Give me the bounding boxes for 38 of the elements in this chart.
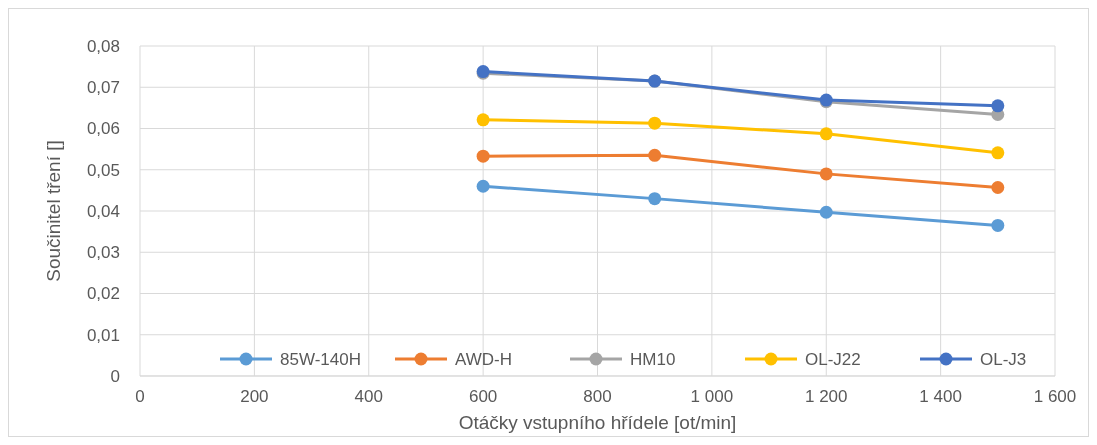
point — [476, 113, 490, 127]
x-axis-title: Otáčky vstupního hřídele [ot/min] — [458, 412, 737, 433]
x-tick-label: 200 — [240, 387, 269, 406]
y-tick-label: 0,02 — [86, 284, 120, 304]
point — [991, 99, 1005, 113]
point — [648, 148, 662, 162]
point — [991, 146, 1005, 160]
x-tick-label: 1 600 — [1033, 387, 1077, 406]
y-tick-label: 0,03 — [86, 243, 120, 263]
point — [991, 180, 1005, 194]
point — [648, 192, 662, 206]
legend-label: 85W-140H — [280, 349, 361, 369]
x-tick-label: 0 — [135, 387, 145, 406]
legend-label: OL-J22 — [805, 349, 861, 369]
y-tick-label: 0,04 — [86, 201, 120, 221]
point — [819, 205, 833, 219]
point — [648, 116, 662, 130]
y-axis-title: Součinitel tření [] — [43, 140, 64, 282]
y-tick-label: 0,05 — [86, 160, 120, 180]
x-tick-label: 1 000 — [690, 387, 734, 406]
y-tick-label: 0,07 — [86, 78, 120, 98]
y-tick-label: 0,01 — [86, 325, 120, 345]
point — [991, 218, 1005, 232]
x-tick-label: 1 400 — [919, 387, 962, 406]
point — [819, 127, 833, 141]
y-tick-label: 0 — [110, 366, 120, 386]
point — [476, 179, 490, 193]
legend-label: OL-J3 — [980, 349, 1027, 369]
y-tick-label: 0,06 — [86, 119, 120, 139]
legend-label: AWD-H — [455, 349, 512, 369]
point — [819, 167, 833, 181]
point — [476, 149, 490, 163]
legend-label: HM10 — [630, 349, 676, 369]
y-tick-label: 0,08 — [86, 36, 120, 56]
x-tick-label: 600 — [468, 387, 498, 406]
x-tick-label: 1 200 — [804, 387, 848, 406]
x-tick-label: 400 — [354, 387, 383, 406]
x-tick-label: 800 — [583, 387, 612, 406]
